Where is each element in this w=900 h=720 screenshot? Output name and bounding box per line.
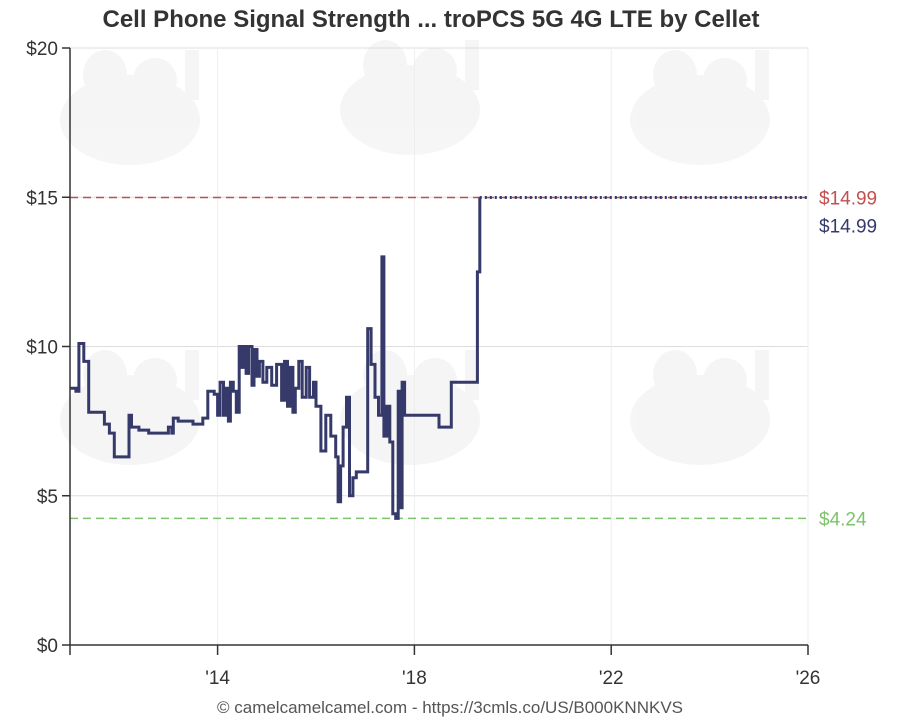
x-tick-label-1: '18 [402, 668, 427, 689]
watermark-hump [413, 48, 457, 92]
reference-label-1: $4.24 [819, 509, 867, 530]
x-axis-ticks: '14 '18 '22 '26 [69, 645, 821, 689]
y-tick-label-1: $5 [37, 487, 58, 508]
watermark-camel-5 [630, 350, 770, 465]
watermark-body [60, 75, 200, 165]
watermark-hump [83, 50, 127, 100]
camel-watermark [60, 40, 770, 465]
watermark-hump [653, 50, 697, 100]
y-tick-label-3: $15 [26, 188, 58, 209]
series-line-0 [70, 197, 482, 520]
watermark-hump [703, 358, 747, 402]
watermark-neck [185, 350, 199, 400]
reference-label-0: $14.99 [819, 189, 877, 210]
watermark-neck [755, 350, 769, 400]
watermark-body [340, 65, 480, 155]
watermark-body [340, 375, 480, 465]
footer-credit: © camelcamelcamel.com - https://3cmls.co… [217, 698, 683, 717]
y-tick-label-4: $20 [26, 39, 58, 60]
watermark-camel-4 [340, 350, 480, 465]
watermark-body [630, 375, 770, 465]
watermark-camel-1 [340, 40, 480, 155]
watermark-hump [703, 58, 747, 102]
y-axis-ticks: $0 $5 $10 $15 $20 [26, 39, 70, 657]
price-series [70, 196, 808, 520]
current-price-label: $14.99 [819, 217, 877, 238]
x-tick-label-2: '22 [599, 668, 624, 689]
x-tick-label-0: '14 [205, 668, 230, 689]
watermark-hump [653, 350, 697, 400]
watermark-neck [755, 50, 769, 100]
axes [69, 48, 808, 646]
x-tick-label-3: '26 [796, 668, 821, 689]
watermark-hump [133, 58, 177, 102]
watermark-body [630, 75, 770, 165]
watermark-hump [133, 358, 177, 402]
watermark-camel-2 [630, 50, 770, 165]
watermark-camel-0 [60, 50, 200, 165]
y-tick-label-0: $0 [37, 636, 58, 657]
chart-title: Cell Phone Signal Strength ... troPCS 5G… [103, 6, 760, 33]
watermark-neck [185, 50, 199, 100]
y-tick-label-2: $10 [26, 338, 58, 359]
